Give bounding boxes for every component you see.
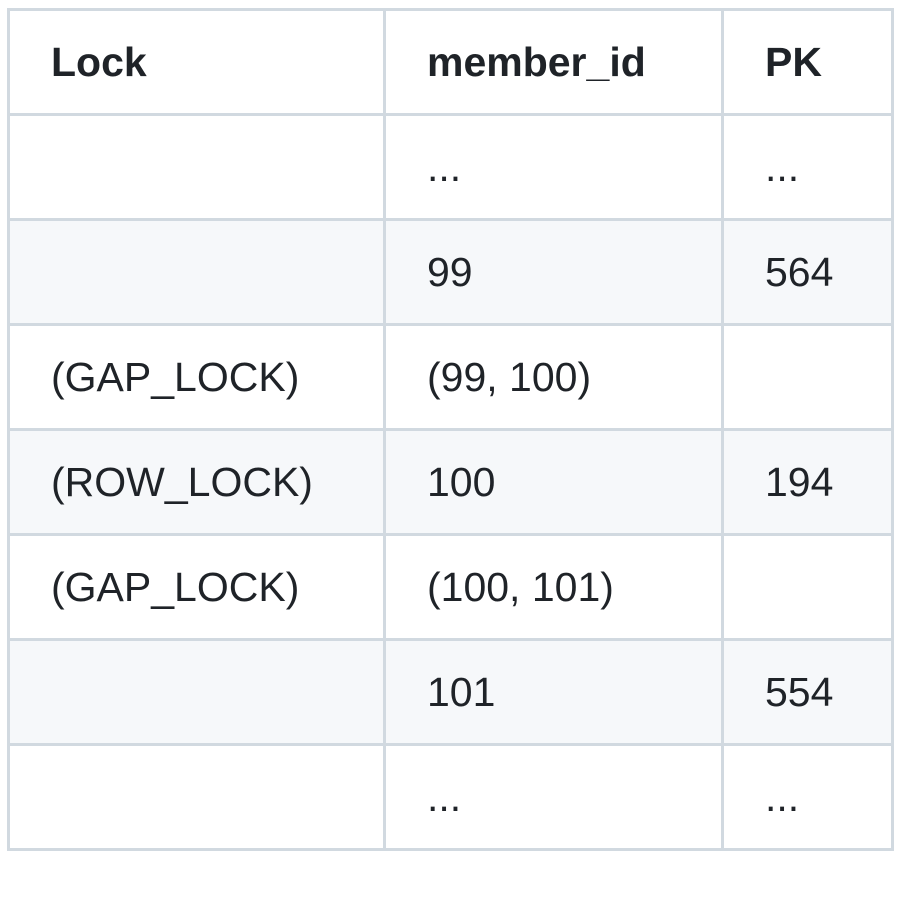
cell-member-id: ... [383,743,724,851]
table-row: 101 554 [7,638,894,746]
cell-pk: 564 [721,218,894,326]
cell-lock: (GAP_LOCK) [7,533,386,641]
table-row: (GAP_LOCK) (99, 100) [7,323,894,431]
cell-pk: ... [721,743,894,851]
table-row: ...... [7,113,894,221]
table-row: (GAP_LOCK) (100, 101) [7,533,894,641]
table-header-row: Lock member_id PK [7,8,894,116]
cell-member-id: 99 [383,218,724,326]
cell-lock [7,218,386,326]
cell-member-id: (100, 101) [383,533,724,641]
cell-pk: 554 [721,638,894,746]
cell-lock: (GAP_LOCK) [7,323,386,431]
table-row: (ROW_LOCK) 100 194 [7,428,894,536]
cell-lock [7,743,386,851]
cell-member-id: 101 [383,638,724,746]
header-member-id: member_id [383,8,724,116]
cell-member-id: (99, 100) [383,323,724,431]
table-row: ...... [7,743,894,851]
cell-pk: 194 [721,428,894,536]
cell-member-id: ... [383,113,724,221]
cell-lock [7,113,386,221]
cell-member-id: 100 [383,428,724,536]
cell-lock: (ROW_LOCK) [7,428,386,536]
cell-pk: ... [721,113,894,221]
lock-table: Lock member_id PK ...... 99 564 (GAP_LOCK)(… [7,8,894,851]
cell-pk [721,533,894,641]
header-pk: PK [721,8,894,116]
table-row: 99 564 [7,218,894,326]
cell-lock [7,638,386,746]
header-lock: Lock [7,8,386,116]
cell-pk [721,323,894,431]
